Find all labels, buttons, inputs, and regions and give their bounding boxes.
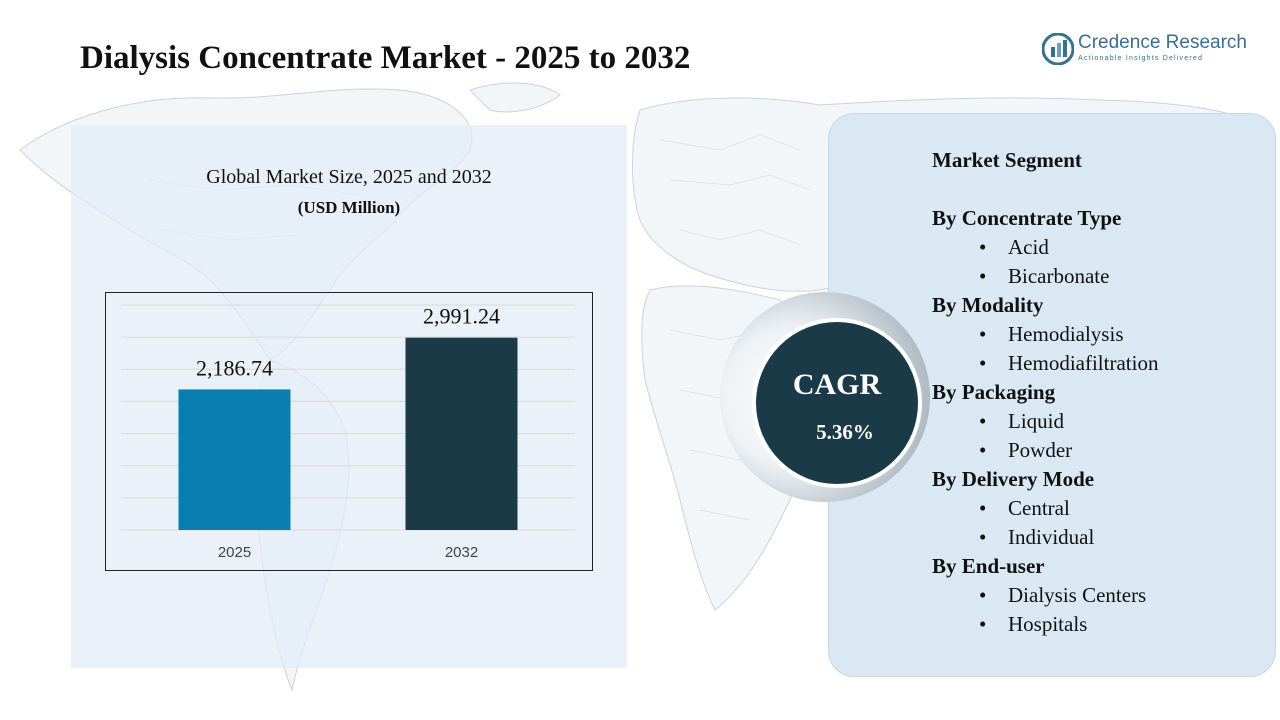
segment-heading: Market Segment — [932, 148, 1082, 172]
cagr-badge — [752, 318, 922, 488]
bullet-icon: • — [979, 438, 987, 462]
segment-item-label: Dialysis Centers — [1008, 583, 1147, 607]
segment-item: • Hospitals — [932, 610, 1262, 639]
x-tick-label: 2032 — [445, 544, 478, 561]
bullet-icon: • — [979, 525, 987, 549]
segment-group-title: By Packaging — [932, 380, 1056, 404]
segment-item: • Powder — [932, 436, 1262, 465]
segment-item-label: Acid — [1008, 235, 1049, 259]
segment-item-label: Bicarbonate — [1008, 264, 1110, 288]
bar-2025 — [178, 389, 291, 530]
segment-item-label: Powder — [1008, 438, 1073, 462]
logo-name: Credence Research — [1078, 32, 1247, 53]
x-tick-label: 2025 — [218, 544, 251, 561]
data-label: 2,991.24 — [423, 304, 500, 329]
cagr-value: 5.36% — [816, 420, 874, 444]
data-label: 2,186.74 — [196, 355, 273, 380]
segment-item-label: Liquid — [1008, 409, 1064, 433]
bullet-icon: • — [979, 322, 987, 346]
credence-research-logo: Credence Research Actionable Insights De… — [1040, 30, 1255, 70]
bar-2032 — [405, 337, 518, 530]
bullet-icon: • — [979, 351, 987, 375]
segment-item: • Dialysis Centers — [932, 581, 1262, 610]
bullet-icon: • — [979, 612, 987, 636]
bullet-icon: • — [979, 496, 987, 520]
chart-subtitle: (USD Million) — [297, 198, 401, 217]
segment-item-label: Hemodiafiltration — [1008, 351, 1159, 375]
segment-group-title: By Modality — [932, 293, 1044, 317]
segment-item: • Hemodialysis — [932, 320, 1262, 349]
segment-item-label: Hemodialysis — [1008, 322, 1124, 346]
segment-item-label: Hospitals — [1008, 612, 1088, 636]
segment-item-label: Central — [1008, 496, 1070, 520]
segment-item: • Individual — [932, 523, 1262, 552]
bullet-icon: • — [979, 409, 987, 433]
segment-item: • Hemodiafiltration — [932, 349, 1262, 378]
bar-chart: 2,186.74 2025 2,991.24 2032 — [121, 304, 575, 561]
logo-mark-icon — [1042, 33, 1074, 65]
chart-frame — [105, 292, 593, 571]
segment-item: • Liquid — [932, 407, 1262, 436]
bullet-icon: • — [979, 264, 987, 288]
cagr-label: CAGR — [792, 368, 882, 401]
market-segment-list: Market Segment By Concentrate Type • Acid •… — [932, 146, 1262, 639]
segment-item: • Central — [932, 494, 1262, 523]
segment-group-title: By Delivery Mode — [932, 467, 1095, 491]
segment-item: • Acid — [932, 233, 1262, 262]
page-title: Dialysis Concentrate Market - 2025 to 20… — [80, 40, 691, 76]
segment-group-title: By Concentrate Type — [932, 206, 1122, 230]
segment-group-title: By End-user — [932, 554, 1045, 578]
greenland-shape — [469, 82, 561, 113]
logo-tagline: Actionable Insights Delivered — [1078, 55, 1204, 62]
segment-item: • Bicarbonate — [932, 262, 1262, 291]
segment-item-label: Individual — [1008, 525, 1095, 549]
chart-title: Global Market Size, 2025 and 2032 — [206, 166, 492, 188]
chart-panel — [71, 125, 627, 668]
bullet-icon: • — [979, 235, 987, 259]
bullet-icon: • — [979, 583, 987, 607]
